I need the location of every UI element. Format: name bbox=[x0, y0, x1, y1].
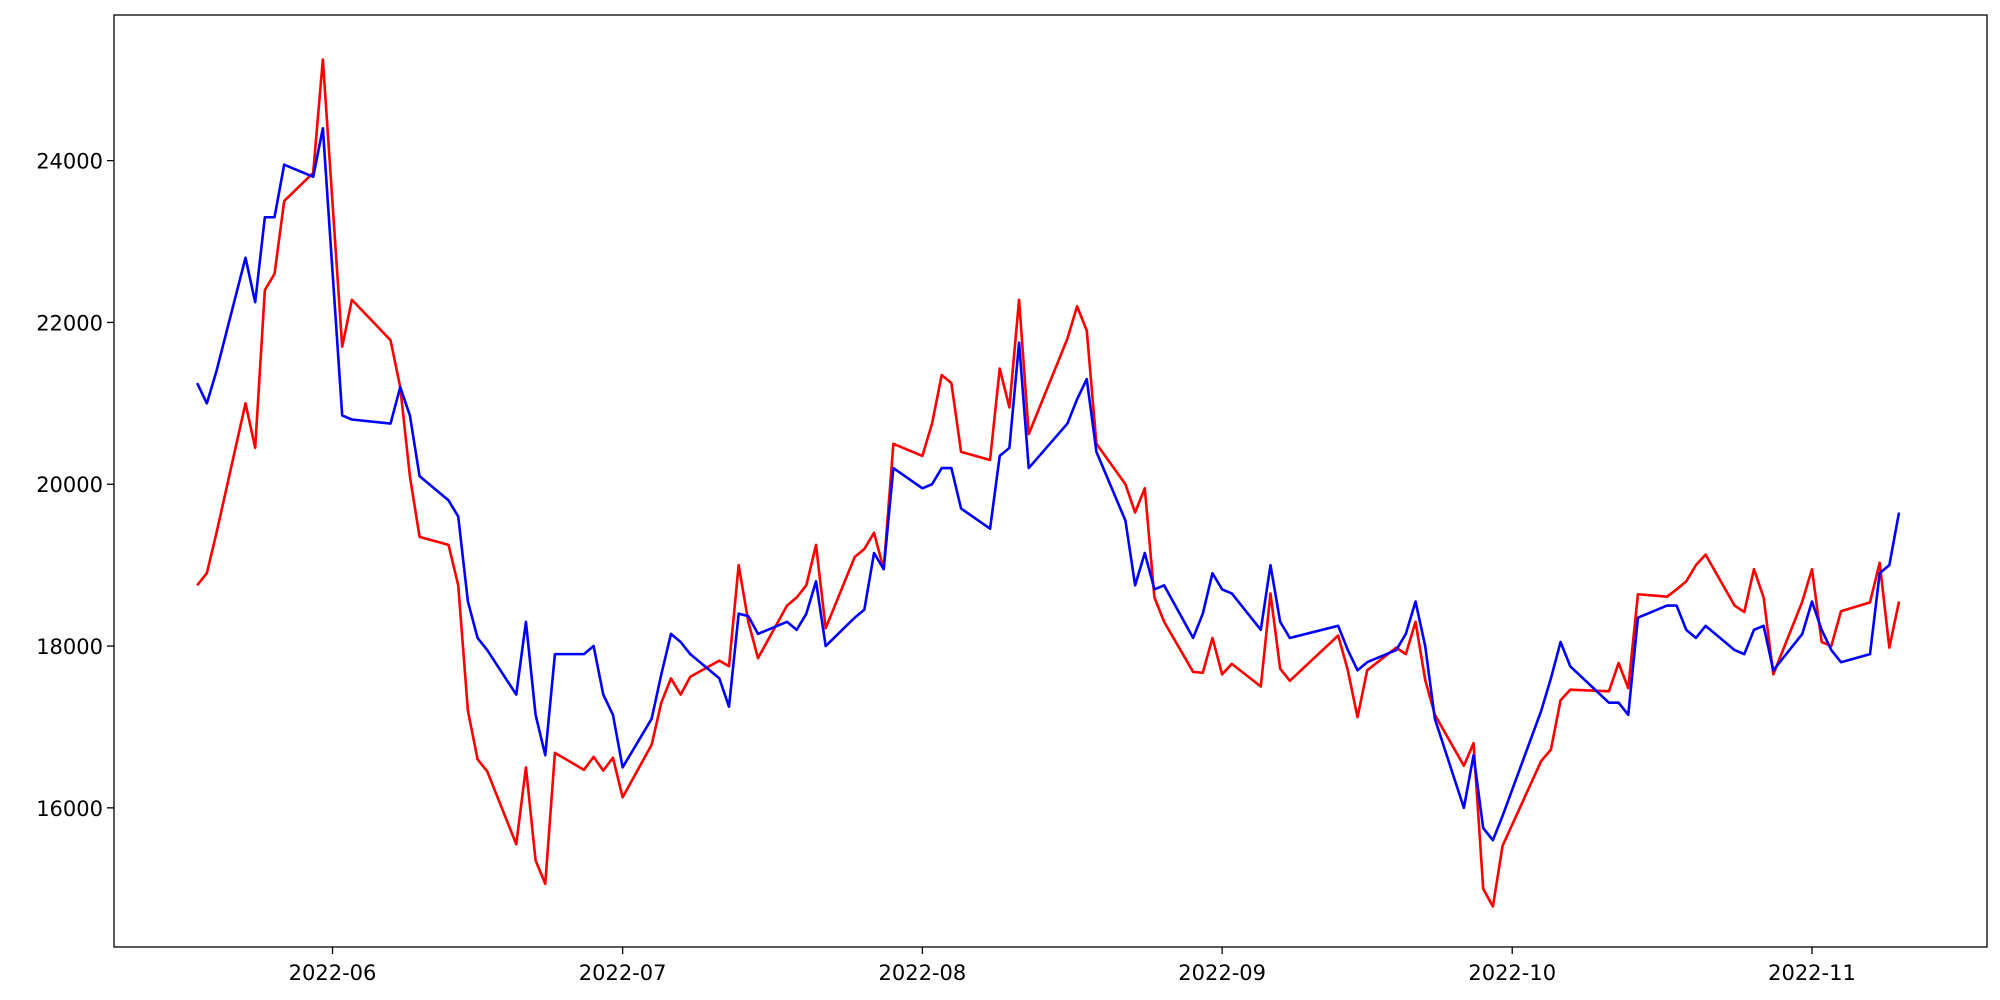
y-tick-label: 20000 bbox=[36, 473, 103, 497]
x-tick-label: 2022-11 bbox=[1768, 961, 1856, 985]
line-series bbox=[196, 58, 1901, 908]
y-tick-label: 18000 bbox=[36, 635, 103, 659]
x-tick-label: 2022-06 bbox=[289, 961, 377, 985]
y-tick-label: 24000 bbox=[36, 150, 103, 174]
x-tick-label: 2022-08 bbox=[879, 961, 967, 985]
x-tick-label: 2022-10 bbox=[1468, 961, 1556, 985]
plot-area bbox=[195, 58, 1901, 908]
x-tick-label: 2022-09 bbox=[1178, 961, 1266, 985]
axes-frame bbox=[113, 14, 1988, 948]
y-tick-label: 16000 bbox=[36, 797, 103, 821]
y-tick-label: 22000 bbox=[36, 311, 103, 335]
x-tick-label: 2022-07 bbox=[579, 961, 667, 985]
line-series bbox=[195, 126, 1901, 842]
